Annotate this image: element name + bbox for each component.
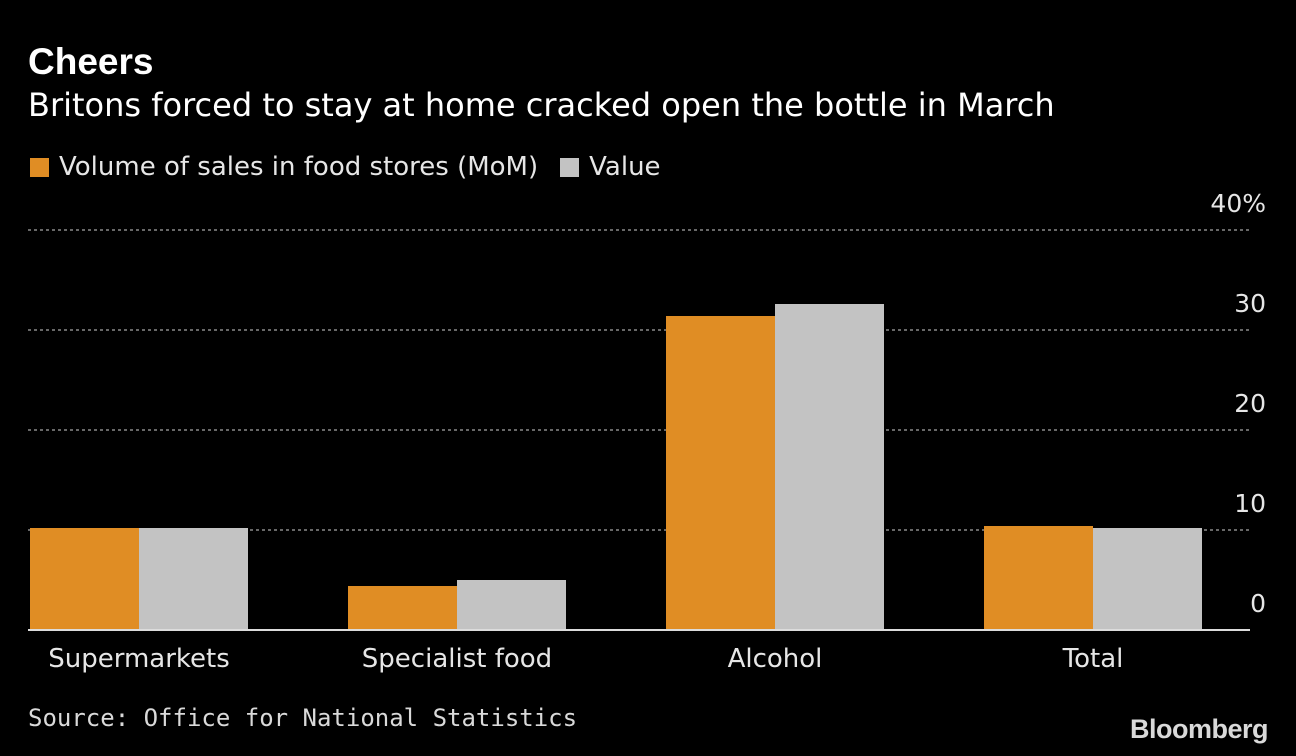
chart-subtitle: Britons forced to stay at home cracked o… [28, 86, 1055, 124]
bar-volume [348, 586, 457, 630]
bar-value [139, 528, 248, 630]
x-tick-label: Supermarkets [48, 644, 230, 674]
legend-swatch-value [560, 157, 580, 177]
bar-volume [30, 528, 139, 630]
y-tick-label: 30 [1234, 289, 1266, 318]
bar-volume [984, 526, 1093, 630]
bar-value [457, 580, 566, 630]
y-tick-label: 40% [1210, 189, 1266, 218]
legend-item-value: Value [560, 150, 661, 184]
legend-swatch-volume [30, 157, 49, 177]
y-tick-label: 0 [1250, 589, 1266, 618]
bar-value [775, 304, 884, 630]
bar-value [1093, 528, 1202, 630]
legend: Volume of sales in food stores (MoM) Val… [30, 150, 683, 184]
x-tick-label: Total [1062, 644, 1124, 674]
legend-label-volume: Volume of sales in food stores (MoM) [59, 152, 539, 182]
chart-title: Cheers [28, 41, 154, 82]
bloomberg-logo: Bloomberg [1129, 714, 1269, 744]
x-tick-label: Specialist food [362, 644, 552, 674]
y-tick-label: 20 [1234, 389, 1266, 418]
legend-item-volume: Volume of sales in food stores (MoM) [30, 150, 538, 184]
x-tick-label: Alcohol [728, 644, 823, 674]
bar-volume [666, 316, 775, 630]
y-tick-label: 10 [1234, 489, 1266, 518]
source-note: Source: Office for National Statistics [28, 704, 578, 732]
legend-label-value: Value [589, 152, 661, 182]
